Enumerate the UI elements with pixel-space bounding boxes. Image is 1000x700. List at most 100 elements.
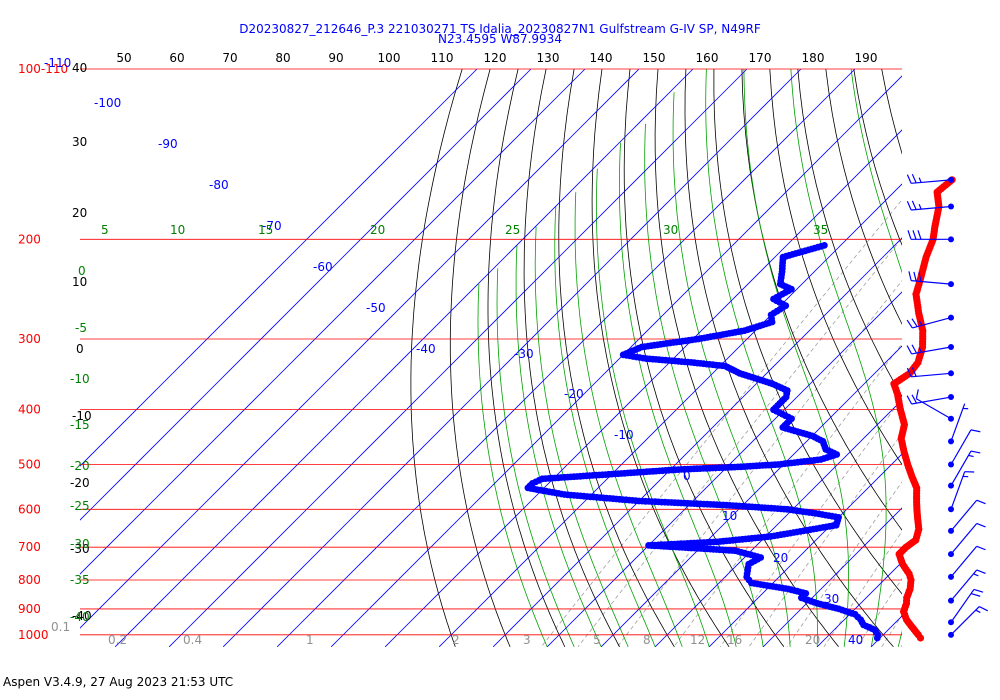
dry-adiabat [769,69,902,466]
wind-barb [948,499,986,534]
wind-barb [906,200,954,211]
moist-adiabat [515,245,602,647]
dry-adiabat [994,69,1000,647]
pressure-label: 100-110 [18,62,68,76]
mixing-ratio-label: 0.2 [108,633,127,647]
isotherm-label: -100 [94,96,121,110]
isotherm-line [80,69,586,575]
wind-barb [906,344,954,355]
isotherms [80,69,1000,648]
wind-barb [948,569,986,604]
isotherm-label: 40 [848,633,863,647]
mixing-ratio-label: 8 [643,633,651,647]
moist-adiabat [534,226,629,647]
isotherm-label: -110 [44,56,71,70]
isotherm-label: -70 [262,219,282,233]
isotherm-label: 10 [722,509,737,523]
isotherm-line [222,69,802,648]
moist-adiabat-label: 20 [370,223,385,237]
wind-barb [948,522,986,558]
moist-adiabat-label: 35 [813,223,828,237]
isotherm-line [762,507,902,648]
dry-adiabat [410,69,463,647]
footer-version: Aspen V3.4.9, 27 Aug 2023 21:53 UTC [3,675,233,689]
mixing-ratio-label: 20 [805,633,820,647]
mixing-ratio-label: 1 [306,633,314,647]
pressure-label: 800 [18,573,41,587]
mixing-ratio-line [856,578,902,648]
isotherm-line [114,69,694,648]
isotherm-label: -50 [366,301,386,315]
green-left-label: -10 [70,372,90,386]
green-left-label: -15 [70,418,90,432]
isotherm-label: -60 [313,260,333,274]
mixing-ratio-label: 0.4 [183,633,202,647]
mixing-ratio-line [786,481,902,648]
wind-barb [915,389,954,422]
left-axis-label: -20 [70,476,90,490]
moist-adiabat-label: 5 [101,223,109,237]
dry-adiabat [449,69,511,647]
isotherm-line [925,69,1000,647]
green-left-label: -20 [70,459,90,473]
pressure-label: 200 [18,232,41,246]
dry-adiabat [487,69,566,647]
isotherm-label: -90 [158,137,178,151]
left-axis-label: 40 [72,61,87,75]
dry-adiabat [523,69,620,647]
green-left-label: -40 [70,610,90,624]
isotherm-line [492,237,902,648]
moist-adiabat [979,69,1000,647]
wind-barb [906,367,954,378]
green-left-label: 0 [78,264,86,278]
dry-adiabat [938,69,1000,647]
wind-barb [906,394,954,405]
wind-barb [907,230,954,243]
isotherm-line [438,183,902,648]
wind-barb [906,173,954,184]
isotherm-label: 20 [773,551,788,565]
dry-adiabat [654,69,839,648]
isotherm-label: -30 [514,347,534,361]
moist-adiabat [672,92,791,647]
isotherm-line [816,561,902,648]
dry-adiabat [910,69,1000,647]
wind-barb [908,271,954,288]
isotherm-label: 30 [824,592,839,606]
left-axis-label: -10 [72,409,92,423]
wind-barb [948,545,986,580]
isotherm-line [546,291,902,648]
wind-barb [948,403,969,445]
top-axis-label: 70 [222,51,237,65]
dry-adiabat [825,69,902,325]
top-axis-label: 90 [328,51,343,65]
mixing-ratio-label: 12 [690,633,705,647]
mixing-ratio-label: 5 [593,633,601,647]
top-axis-label: 110 [431,51,454,65]
top-axis-label: 50 [116,51,131,65]
top-axis-label: 130 [537,51,560,65]
wind-barb [948,471,975,513]
chart-title: D20230827_212646_P.3 221030271 TS Idalia… [239,22,761,36]
isotherm-line [979,69,1000,647]
dewpoint-point [873,634,881,642]
wind-barb [906,314,954,329]
dry-adiabat [966,69,1000,647]
isotherm-line [276,69,856,648]
green-left-label: -30 [70,537,90,551]
isotherm-line [168,69,748,648]
green-left-label: -25 [70,499,90,513]
wind-barb [948,450,981,489]
isotherm-line [80,69,532,521]
temperature-series [890,176,956,642]
isotherm-line [330,75,902,648]
pressure-label: 1000 [18,628,49,642]
isotherm-label: -10 [614,428,634,442]
temperature-point [916,634,925,642]
pressure-label: 500 [18,457,41,471]
left-axis-label: -30 [70,542,90,556]
top-axis-label: 80 [275,51,290,65]
isotherm-label: -80 [209,178,229,192]
